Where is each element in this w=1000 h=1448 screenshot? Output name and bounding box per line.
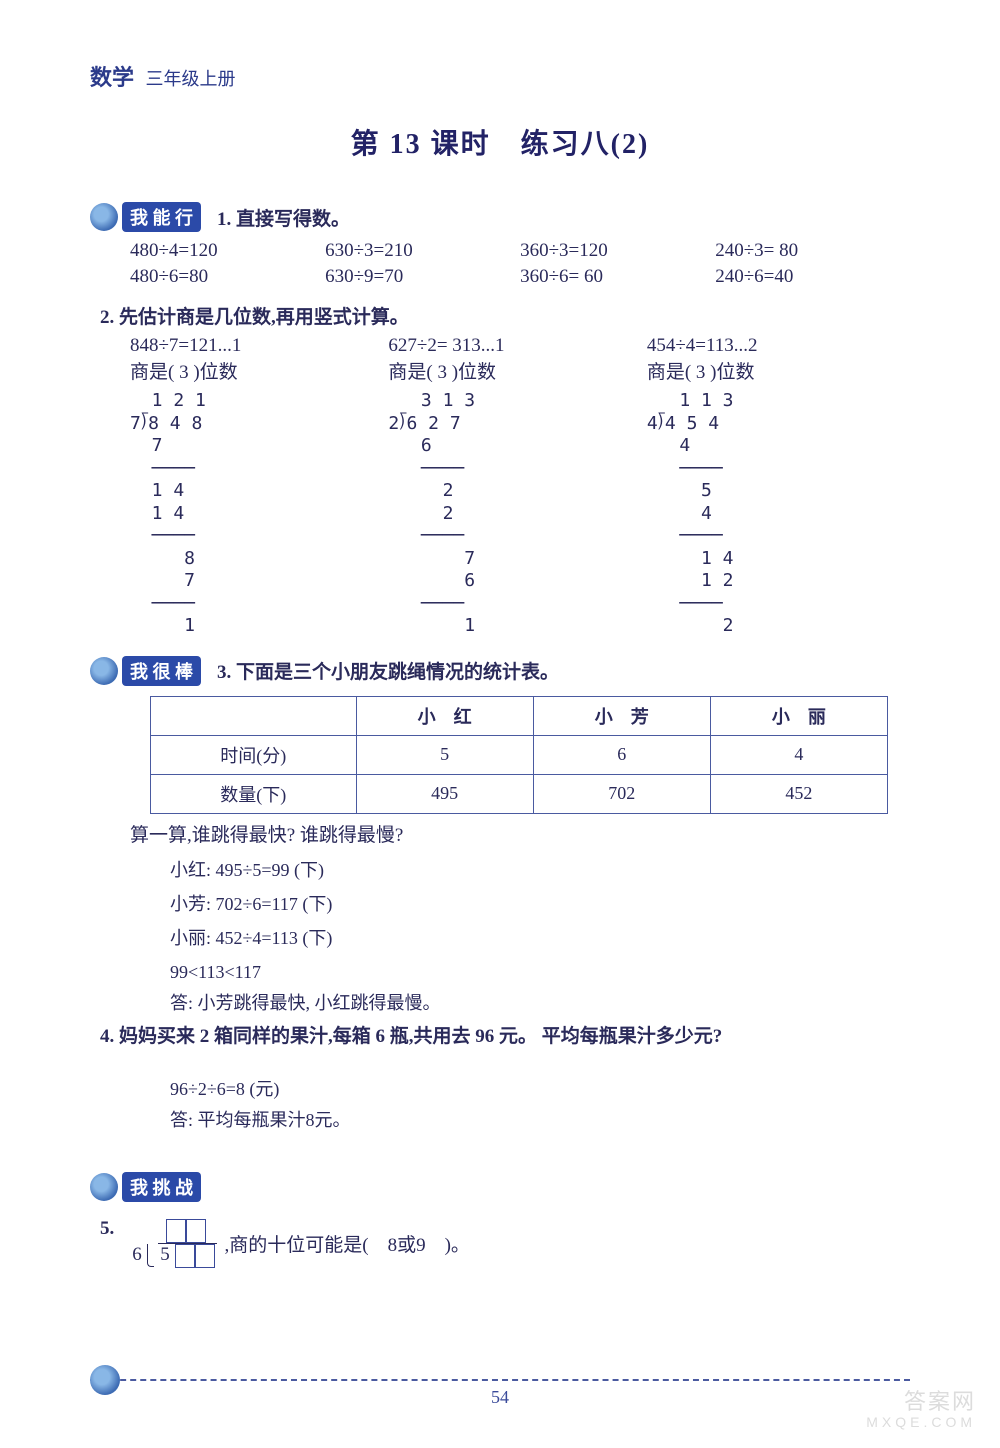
q2-longdiv: 1 1 3 4⟌4 5 4 4 ──── 5 4 ──── 1 4 1 2 ──…	[647, 390, 890, 638]
page-number: 54	[491, 1387, 509, 1407]
q2-longdiv: 3 1 3 2⟌6 2 7 6 ──── 2 2 ──── 7 6 ──── 1	[388, 390, 631, 638]
q2-item: 848÷7=121...1 商是( 3 )位数 1 2 1 7⟌8 4 8 7 …	[130, 335, 373, 638]
q1-cell: 360÷3=120	[520, 240, 705, 262]
blank-box	[175, 1244, 195, 1268]
q5-longdiv-frame: 6 5	[132, 1218, 216, 1267]
mascot-icon	[90, 1365, 120, 1395]
q2-expr: 627÷2= 313...1	[388, 335, 631, 357]
table-cell: 495	[356, 774, 533, 813]
q1-cell: 480÷4=120	[130, 240, 315, 262]
q2-item: 454÷4=113...2 商是( 3 )位数 1 1 3 4⟌4 5 4 4 …	[647, 335, 890, 638]
q1-cell: 240÷3= 80	[715, 240, 900, 262]
tag-can-do: 我 能 行	[122, 202, 201, 232]
page-footer: 54	[90, 1379, 910, 1408]
q2-expr: 848÷7=121...1	[130, 335, 373, 357]
q4-work: 96÷2÷6=8 (元)	[170, 1072, 910, 1106]
watermark-main: 答案网	[866, 1390, 976, 1414]
q5-tail: ,商的十位可能是( 8或9 )。	[225, 1230, 470, 1257]
table-header: 小 芳	[533, 696, 710, 735]
table-header: 小 红	[356, 696, 533, 735]
q3-work-line: 小丽: 452÷4=113 (下)	[170, 921, 910, 955]
q1-row2: 480÷6=80 630÷9=70 360÷6= 60 240÷6=40	[130, 266, 900, 288]
section-great: 我 很 棒 3. 下面是三个小朋友跳绳情况的统计表。	[90, 656, 910, 686]
table-cell: 6	[533, 735, 710, 774]
table-row: 小 红 小 芳 小 丽	[151, 696, 888, 735]
table-cell: 702	[533, 774, 710, 813]
table-row: 时间(分) 5 6 4	[151, 735, 888, 774]
q2-item: 627÷2= 313...1 商是( 3 )位数 3 1 3 2⟌6 2 7 6…	[388, 335, 631, 638]
section-challenge: 我 挑 战	[90, 1172, 910, 1202]
watermark-sub: MXQE.COM	[866, 1415, 976, 1430]
table-cell: 5	[356, 735, 533, 774]
watermark: 答案网 MXQE.COM	[866, 1390, 976, 1430]
q3-work-line: 小红: 495÷5=99 (下)	[170, 853, 910, 887]
q1-label: 1. 直接写得数。	[217, 204, 350, 231]
tag-great: 我 很 棒	[122, 656, 201, 686]
section-can-do: 我 能 行 1. 直接写得数。	[90, 202, 910, 232]
q5-row: 5. 6 5 ,商的十位可能是( 8或9 )。	[100, 1218, 910, 1267]
q3-table: 小 红 小 芳 小 丽 时间(分) 5 6 4 数量(下) 495 702 45…	[150, 696, 888, 814]
tag-challenge: 我 挑 战	[122, 1172, 201, 1202]
q2-row: 848÷7=121...1 商是( 3 )位数 1 2 1 7⟌8 4 8 7 …	[130, 335, 890, 638]
blank-box	[186, 1219, 206, 1243]
blank-box	[195, 1244, 215, 1268]
table-cell: 452	[710, 774, 887, 813]
q3-work: 小红: 495÷5=99 (下) 小芳: 702÷6=117 (下) 小丽: 4…	[170, 853, 910, 990]
table-cell: 数量(下)	[151, 774, 357, 813]
q3-work-line: 99<113<117	[170, 955, 910, 989]
q3-answer: 答: 小芳跳得最快, 小红跳得最慢。	[170, 989, 910, 1015]
q2-digits: 商是( 3 )位数	[130, 357, 373, 384]
q3-work-line: 小芳: 702÷6=117 (下)	[170, 887, 910, 921]
q2-expr: 454÷4=113...2	[647, 335, 890, 357]
q3-ask: 算一算,谁跳得最快? 谁跳得最慢?	[130, 820, 910, 847]
q5-divisor: 6	[132, 1244, 142, 1265]
q2-longdiv: 1 2 1 7⟌8 4 8 7 ──── 1 4 1 4 ──── 8 7 ──…	[130, 390, 373, 638]
q1-row1: 480÷4=120 630÷3=210 360÷3=120 240÷3= 80	[130, 240, 900, 262]
lesson-title: 第 13 课时 练习八(2)	[90, 122, 910, 162]
q4-label: 4. 妈妈买来 2 箱同样的果汁,每箱 6 瓶,共用去 96 元。 平均每瓶果汁…	[100, 1021, 910, 1048]
table-header	[151, 696, 357, 735]
q2-digits: 商是( 3 )位数	[388, 357, 631, 384]
q5-dividend-lead: 5	[160, 1244, 170, 1265]
q1-cell: 630÷3=210	[325, 240, 510, 262]
q1-cell: 240÷6=40	[715, 266, 900, 288]
worksheet-page: 数学 三年级上册 第 13 课时 练习八(2) 我 能 行 1. 直接写得数。 …	[0, 0, 1000, 1448]
q4-answer: 答: 平均每瓶果汁8元。	[170, 1106, 910, 1132]
subject-label: 数学	[90, 65, 134, 90]
q5-number: 5.	[100, 1218, 114, 1240]
blank-box	[166, 1219, 186, 1243]
grade-label: 三年级上册	[146, 69, 236, 89]
table-header: 小 丽	[710, 696, 887, 735]
q1-cell: 630÷9=70	[325, 266, 510, 288]
table-row: 数量(下) 495 702 452	[151, 774, 888, 813]
mascot-icon	[90, 203, 118, 231]
q2-label: 2. 先估计商是几位数,再用竖式计算。	[100, 302, 910, 329]
q2-digits: 商是( 3 )位数	[647, 357, 890, 384]
q1-cell: 360÷6= 60	[520, 266, 705, 288]
table-cell: 时间(分)	[151, 735, 357, 774]
division-bracket-icon	[147, 1244, 154, 1267]
mascot-icon	[90, 657, 118, 685]
table-cell: 4	[710, 735, 887, 774]
q3-label: 3. 下面是三个小朋友跳绳情况的统计表。	[217, 657, 559, 684]
mascot-icon	[90, 1173, 118, 1201]
page-header: 数学 三年级上册	[90, 60, 910, 92]
q1-cell: 480÷6=80	[130, 266, 315, 288]
